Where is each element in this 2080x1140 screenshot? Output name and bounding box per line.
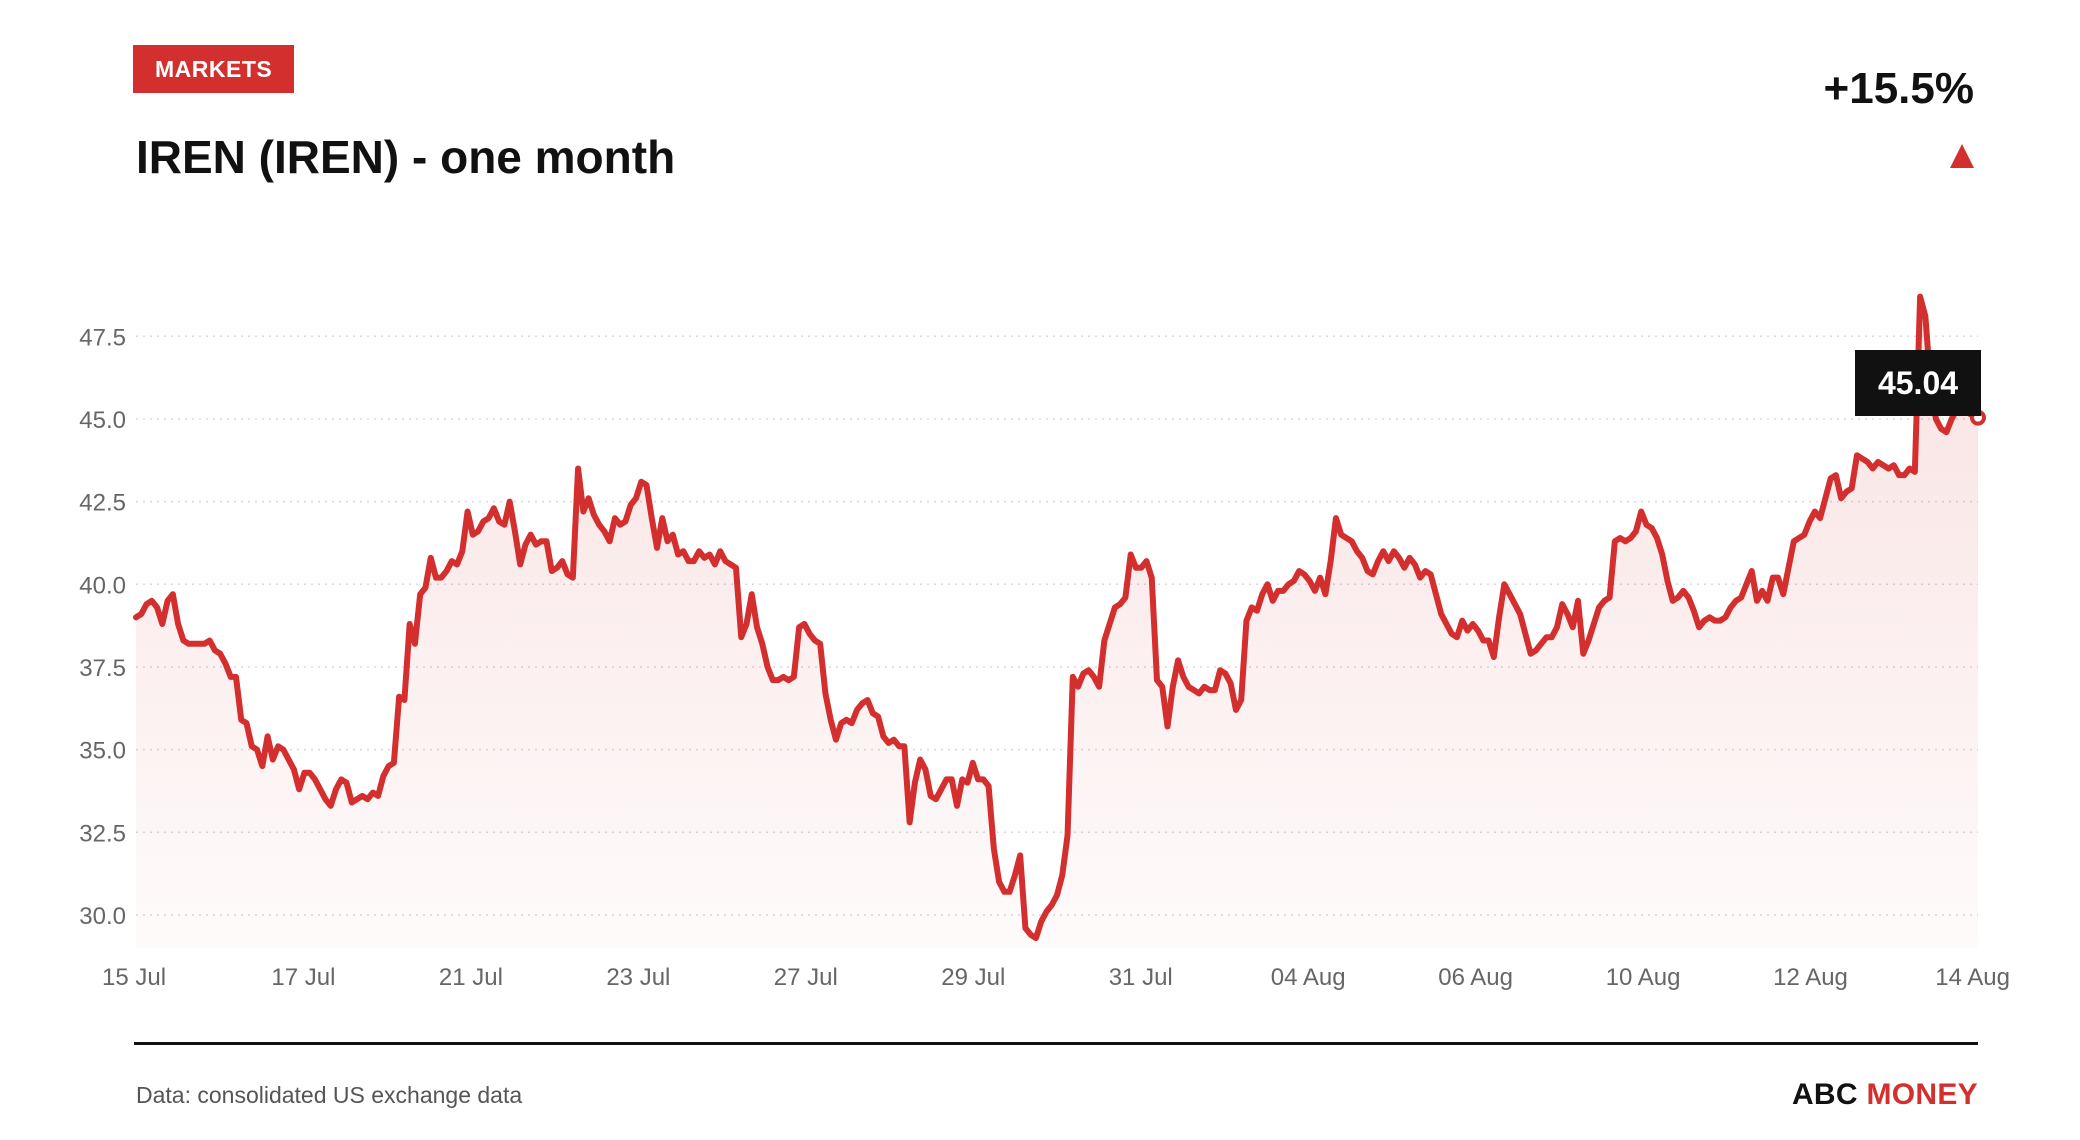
x-tick-label: 27 Jul: [774, 964, 838, 991]
x-tick-label: 04 Aug: [1271, 964, 1346, 991]
y-tick-label: 32.5: [79, 820, 126, 847]
x-tick-label: 10 Aug: [1606, 964, 1681, 991]
y-tick-label: 45.0: [79, 407, 126, 434]
x-tick-label: 14 Aug: [1935, 964, 2010, 991]
y-tick-label: 35.0: [79, 738, 126, 765]
x-tick-label: 31 Jul: [1109, 964, 1173, 991]
x-tick-label: 06 Aug: [1438, 964, 1513, 991]
x-tick-label: 29 Jul: [941, 964, 1005, 991]
x-tick-label: 21 Jul: [439, 964, 503, 991]
y-tick-label: 40.0: [79, 572, 126, 599]
y-tick-label: 47.5: [79, 324, 126, 351]
data-source: Data: consolidated US exchange data: [136, 1082, 523, 1108]
x-axis: 15 Jul 17 Jul 21 Jul 23 Jul 27 Jul 29 Jul 31 J…: [102, 964, 2010, 991]
triangle-up-icon: [1950, 144, 1974, 168]
y-tick-label: 42.5: [79, 490, 126, 517]
x-tick-label: 23 Jul: [606, 964, 670, 991]
change-percent: +15.5%: [1823, 64, 1974, 113]
series-line: [133, 293, 1981, 942]
y-tick-label: 30.0: [79, 903, 126, 930]
x-tick-label: 12 Aug: [1773, 964, 1848, 991]
last-value-label: 45.04: [1878, 365, 1958, 401]
brand-accent: MONEY: [1866, 1078, 1978, 1111]
last-value-box: [1855, 350, 1981, 416]
price-chart: 30.032.535.037.540.042.545.047.5 15 Jul 1…: [79, 293, 2010, 991]
chart-title: IREN (IREN) - one month: [136, 131, 676, 183]
value-label-layer: 45.04: [1855, 350, 1981, 416]
series-area: [136, 296, 1978, 948]
y-tick-label: 37.5: [79, 655, 126, 682]
footer-divider: [134, 1042, 1978, 1045]
brand-logo: ABC MONEY: [1792, 1078, 1978, 1112]
y-axis: 30.0 32.5 35.0 37.5 40.0 42.5 45.0 47.5: [79, 324, 126, 930]
x-tick-label: 15 Jul: [102, 964, 166, 991]
x-tick-label: 17 Jul: [271, 964, 335, 991]
brand-main: ABC: [1791, 1078, 1858, 1111]
series-layer: [133, 293, 1986, 948]
markets-badge: MARKETS: [133, 45, 295, 93]
